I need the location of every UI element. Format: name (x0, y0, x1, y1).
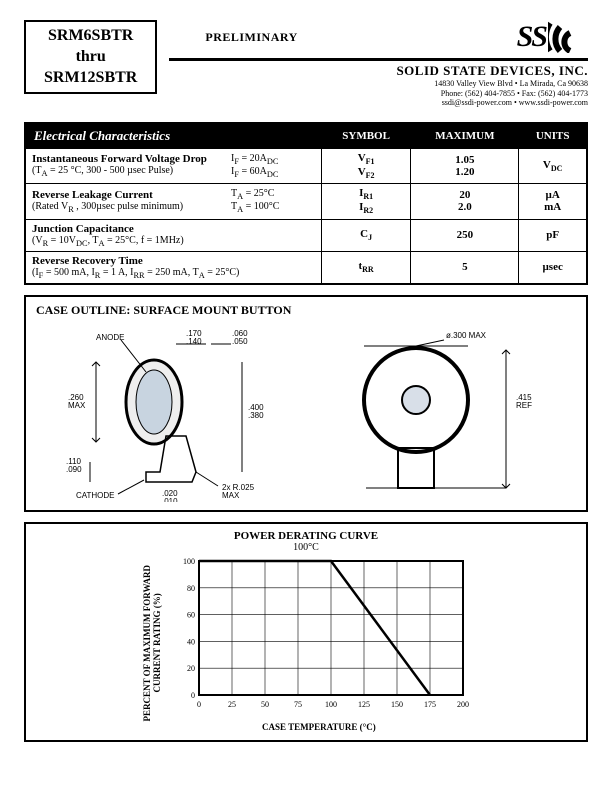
dim-cathode: CATHODE (76, 491, 115, 500)
symbol-cell: IR1IR2 (321, 184, 411, 219)
chart-plot: 0 25 50 75 100 125 150 175 200 0 20 40 60 80 100 CASE … (169, 555, 469, 732)
dim-110: .110.090 (66, 457, 82, 474)
table-title: Electrical Characteristics (25, 123, 321, 149)
svg-text:50: 50 (261, 700, 269, 709)
max-cell: 1.051.20 (411, 148, 519, 183)
svg-text:0: 0 (197, 700, 201, 709)
chart-ylabel: PERCENT OF MAXIMUM FORWARDCURRENT RATING… (143, 565, 163, 721)
dim-020: .020.010 (162, 489, 178, 502)
svg-text:75: 75 (294, 700, 302, 709)
col-symbol: SYMBOL (321, 123, 411, 149)
dim-415: .415REF (516, 393, 532, 410)
svg-text:80: 80 (187, 583, 195, 592)
chart-xlabel: CASE TEMPERATURE (°C) (169, 722, 469, 732)
svg-text:60: 60 (187, 610, 195, 619)
case-outline-panel: CASE OUTLINE: SURFACE MOUNT BUTTON ANODE… (24, 295, 588, 512)
dim-170: .170.140 (186, 329, 202, 346)
case-outline-title: CASE OUTLINE: SURFACE MOUNT BUTTON (36, 303, 576, 318)
table-row: Junction Capacitance (VR = 10VDC, TA = 2… (25, 219, 587, 251)
logo-arcs-icon (548, 21, 588, 53)
part-number-box: SRM6SBTR thru SRM12SBTR (24, 20, 157, 94)
symbol-cell: VF1VF2 (321, 148, 411, 183)
symbol-cell: CJ (321, 219, 411, 251)
page-header: SRM6SBTR thru SRM12SBTR PRELIMINARY SS S… (24, 20, 588, 108)
svg-text:200: 200 (457, 700, 469, 709)
addr-line-3: ssdi@ssdi-power.com • www.ssdi-power.com (169, 98, 588, 108)
param-name: Instantaneous Forward Voltage Drop (32, 153, 219, 165)
svg-text:125: 125 (358, 700, 370, 709)
company-name: SOLID STATE DEVICES, INC. (169, 63, 588, 79)
svg-text:0: 0 (191, 691, 195, 700)
dim-400: .400.380 (248, 403, 264, 420)
max-cell: 202.0 (411, 184, 519, 219)
part-from: SRM6SBTR (44, 26, 137, 47)
max-cell: 250 (411, 219, 519, 251)
dim-060: .060.050 (232, 329, 248, 346)
addr-line-1: 14830 Valley View Blvd • La Mirada, Ca 9… (169, 79, 588, 89)
header-rule (169, 58, 588, 61)
param-name: Reverse Recovery Time (32, 255, 315, 267)
logo-text: SS (517, 20, 546, 54)
param-name: Reverse Leakage Current (32, 189, 219, 201)
unit-cell: VDC (519, 148, 587, 183)
part-to: SRM12SBTR (44, 68, 137, 89)
preliminary-label: PRELIMINARY (205, 30, 297, 45)
dim-300: ø.300 MAX (446, 331, 487, 340)
company-logo: SS (517, 20, 588, 54)
unit-cell: pF (519, 219, 587, 251)
unit-cell: µsec (519, 251, 587, 284)
param-cond: (IF = 500 mA, IR = 1 A, IRR = 250 mA, TA… (32, 267, 315, 280)
col-maximum: MAXIMUM (411, 123, 519, 149)
symbol-cell: tRR (321, 251, 411, 284)
dim-260: .260MAX (68, 393, 86, 410)
param-name: Junction Capacitance (32, 223, 315, 235)
part-thru: thru (44, 47, 137, 68)
svg-text:25: 25 (228, 700, 236, 709)
unit-cell: µAmA (519, 184, 587, 219)
derating-chart-panel: POWER DERATING CURVE 100°C PERCENT OF MA… (24, 522, 588, 742)
svg-text:175: 175 (424, 700, 436, 709)
svg-text:100: 100 (183, 557, 195, 566)
table-row: Instantaneous Forward Voltage Drop (TA =… (25, 148, 587, 183)
header-right: PRELIMINARY SS SOLID STATE DEVICES, INC.… (169, 20, 588, 108)
col-units: UNITS (519, 123, 587, 149)
svg-text:100: 100 (325, 700, 337, 709)
max-cell: 5 (411, 251, 519, 284)
param-cond-right: IF = 20ADCIF = 60ADC (225, 148, 321, 183)
svg-text:40: 40 (187, 637, 195, 646)
param-cond: (TA = 25 °C, 300 - 500 µsec Pulse) (32, 165, 219, 178)
table-row: Reverse Recovery Time (IF = 500 mA, IR =… (25, 251, 587, 284)
param-cond-right: TA = 25°CTA = 100°C (225, 184, 321, 219)
case-outline-drawing: ANODE .170.140 .060.050 .260MAX .400.380… (46, 322, 566, 502)
chart-subtitle: 100°C (36, 542, 576, 553)
addr-line-2: Phone: (562) 404-7855 • Fax: (562) 404-1… (169, 89, 588, 99)
chart-title: POWER DERATING CURVE (36, 530, 576, 542)
param-cond: (VR = 10VDC, TA = 25°C, f = 1MHz) (32, 235, 315, 248)
svg-text:150: 150 (391, 700, 403, 709)
dim-anode: ANODE (96, 333, 124, 342)
electrical-characteristics-table: Electrical Characteristics SYMBOL MAXIMU… (24, 122, 588, 285)
svg-text:20: 20 (187, 664, 195, 673)
param-cond: (Rated VR , 300µsec pulse minimum) (32, 201, 219, 214)
table-row: Reverse Leakage Current (Rated VR , 300µ… (25, 184, 587, 219)
dim-r025: 2x R.025MAX (222, 483, 255, 500)
